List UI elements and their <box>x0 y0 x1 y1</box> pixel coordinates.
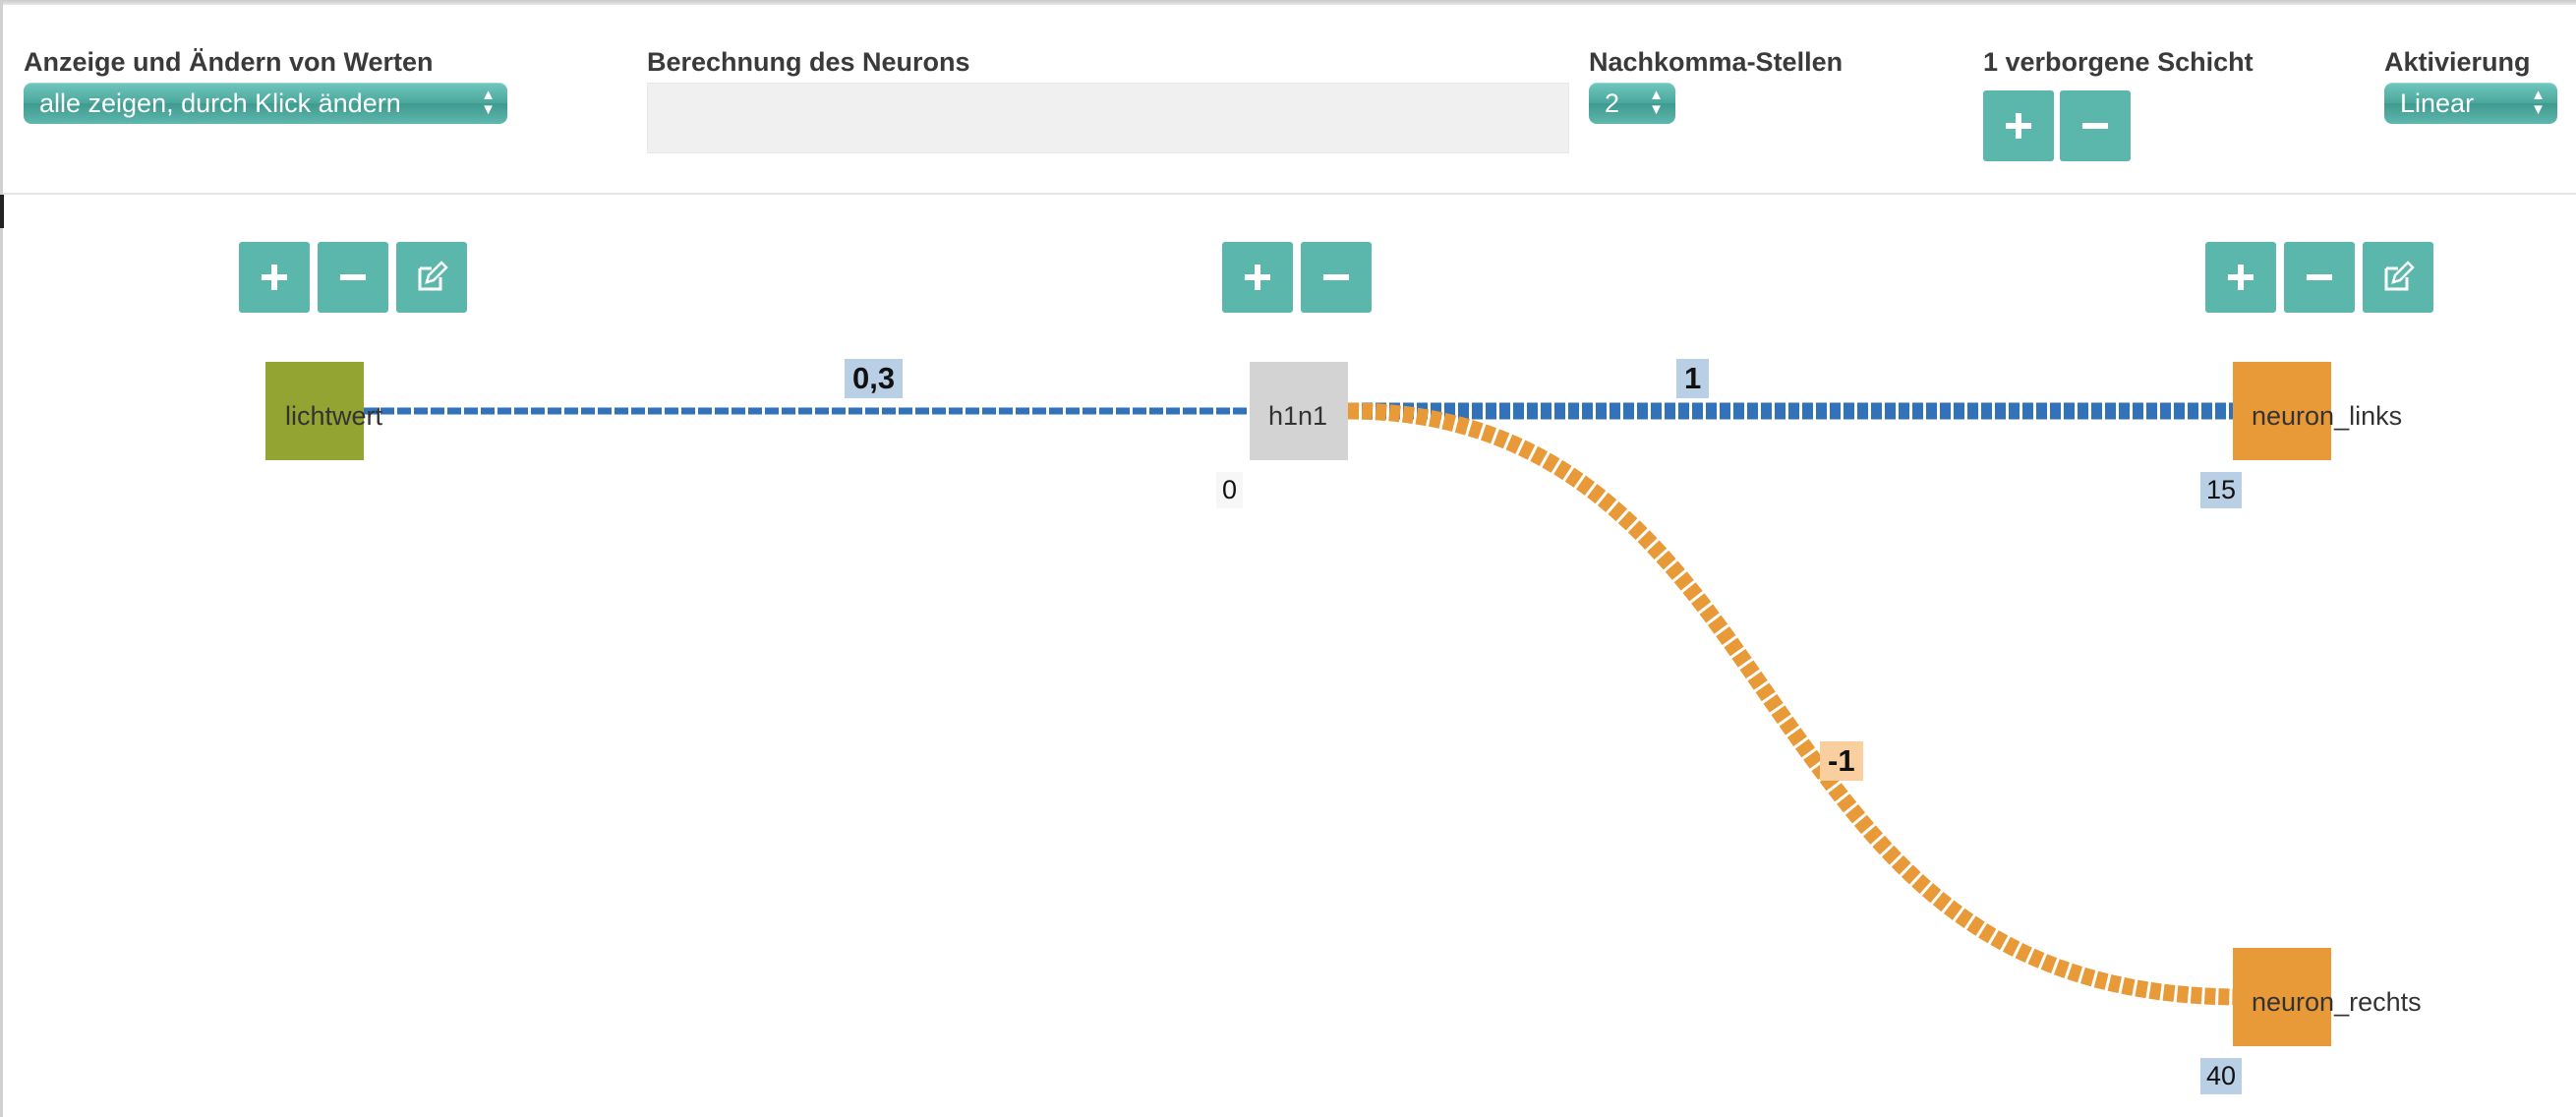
toolbar: Anzeige und Ändern von Werten alle zeige… <box>0 0 2576 195</box>
minus-icon <box>340 274 366 280</box>
updown-arrows-icon: ▲ ▼ <box>1649 87 1664 118</box>
edit-input-layer-button[interactable] <box>396 242 467 313</box>
plus-icon <box>262 265 287 290</box>
decimals-group: Nachkomma-Stellen <box>1589 47 1843 78</box>
hidden-layers-group: 1 verborgene Schicht <box>1983 47 2254 78</box>
neuron-calc-group: Berechnung des Neurons <box>647 47 970 78</box>
decimals-label: Nachkomma-Stellen <box>1589 47 1844 77</box>
weight-hidden-to-right[interactable]: -1 <box>1820 741 1863 781</box>
plus-icon <box>2228 265 2254 290</box>
hidden-neuron[interactable] <box>1250 362 1348 460</box>
remove-output-neuron-button[interactable] <box>2284 242 2355 313</box>
hidden-neuron-label: h1n1 <box>1268 401 1328 431</box>
input-neuron[interactable] <box>265 362 364 460</box>
activation-label: Aktivierung <box>2384 47 2531 77</box>
activation-group: Aktivierung <box>2384 47 2531 78</box>
output-neuron-left[interactable] <box>2233 362 2331 460</box>
minus-icon <box>2082 123 2108 129</box>
display-mode-label: Anzeige und Ändern von Werten <box>24 47 434 77</box>
edit-icon <box>418 261 448 291</box>
weight-input-to-hidden[interactable]: 0,3 <box>845 359 904 398</box>
decimals-select[interactable]: 2 ▲ ▼ <box>1589 83 1675 124</box>
output-neuron-right-value[interactable]: 40 <box>2200 1058 2243 1094</box>
remove-input-neuron-button[interactable] <box>318 242 388 313</box>
plus-icon <box>2006 113 2031 139</box>
edit-output-layer-button[interactable] <box>2363 242 2433 313</box>
activation-value: Linear <box>2400 88 2475 118</box>
add-output-neuron-button[interactable] <box>2205 242 2276 313</box>
output-neuron-left-label: neuron_links <box>2252 401 2403 431</box>
edit-icon <box>2384 261 2415 291</box>
updown-arrows-icon: ▲ ▼ <box>481 87 496 118</box>
add-input-neuron-button[interactable] <box>239 242 310 313</box>
window-top-edge <box>0 0 2576 5</box>
updown-arrows-icon: ▲ ▼ <box>2531 87 2546 118</box>
remove-hidden-neuron-button[interactable] <box>1301 242 1372 313</box>
output-neuron-right-label: neuron_rechts <box>2252 987 2422 1017</box>
display-mode-value: alle zeigen, durch Klick ändern <box>39 88 401 118</box>
hidden-layers-label: 1 verborgene Schicht <box>1983 47 2254 77</box>
decimals-value: 2 <box>1605 88 1620 118</box>
neuron-calc-display <box>647 83 1569 153</box>
plus-icon <box>1245 265 1270 290</box>
add-hidden-neuron-button[interactable] <box>1222 242 1293 313</box>
minus-icon <box>2307 274 2332 280</box>
display-mode-select[interactable]: alle zeigen, durch Klick ändern ▲ ▼ <box>24 83 507 124</box>
connection-hidden-to-right[interactable] <box>1347 402 2234 1006</box>
input-neuron-label: lichtwert <box>285 401 383 431</box>
minus-icon <box>1323 274 1349 280</box>
remove-hidden-layer-button[interactable] <box>2060 90 2131 161</box>
output-neuron-left-value[interactable]: 15 <box>2200 472 2243 508</box>
activation-select[interactable]: Linear ▲ ▼ <box>2384 83 2557 124</box>
hidden-neuron-value[interactable]: 0 <box>1216 472 1244 508</box>
add-hidden-layer-button[interactable] <box>1983 90 2054 161</box>
window-left-edge <box>0 0 3 1117</box>
output-neuron-right[interactable] <box>2233 948 2331 1046</box>
weight-hidden-to-left[interactable]: 1 <box>1676 359 1710 398</box>
display-mode-group: Anzeige und Ändern von Werten <box>24 47 434 78</box>
neuron-calc-label: Berechnung des Neurons <box>647 47 970 77</box>
text-cursor-mark <box>0 195 4 228</box>
